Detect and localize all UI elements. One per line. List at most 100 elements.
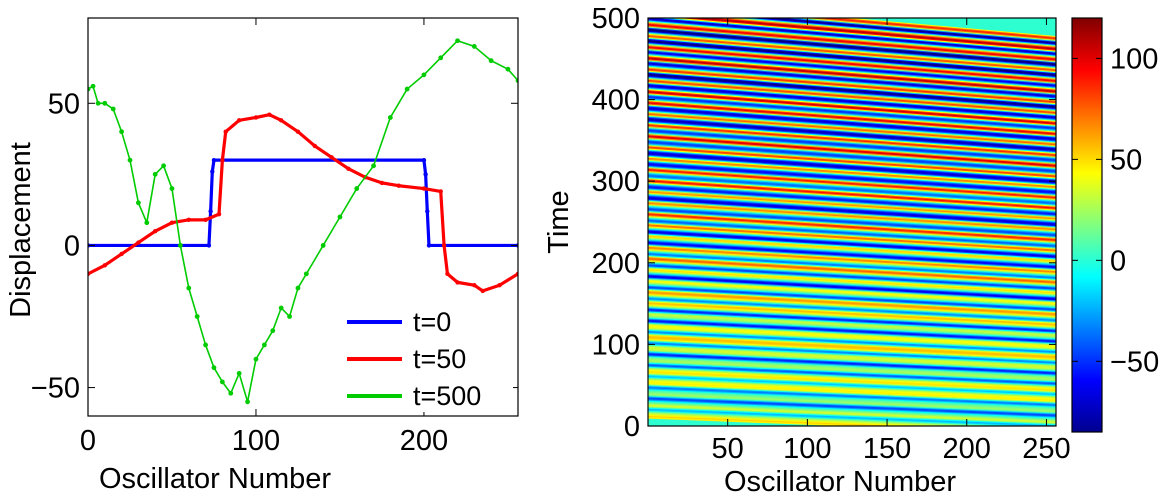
point-t50-2 — [119, 251, 124, 257]
point-t50-11 — [236, 118, 242, 123]
point-t500-30 — [354, 186, 360, 191]
legend: t=0 t=50 t=500 — [338, 300, 513, 412]
point-t500-20 — [245, 399, 250, 405]
point-t500-18 — [228, 390, 234, 396]
colorbar — [1071, 17, 1103, 433]
point-t500-26 — [295, 285, 301, 291]
x-axis-label-left: Oscillator Number — [99, 463, 331, 495]
point-t50-24 — [441, 243, 447, 248]
point-t500-13 — [186, 285, 192, 291]
x-tick-label: 100 — [232, 425, 280, 457]
point-t50-21 — [396, 183, 401, 188]
point-t50-12 — [253, 115, 259, 120]
x-tick-label: 200 — [400, 425, 448, 457]
heatmap-band — [648, 415, 903, 426]
point-t500-4 — [110, 106, 116, 112]
colorbar-tick-label: −50 — [1110, 346, 1159, 378]
point-t50-23 — [438, 189, 443, 194]
x-axis-label-right: Oscillator Number — [724, 466, 956, 497]
point-t500-28 — [320, 243, 326, 248]
point-t0-5 — [421, 157, 427, 163]
point-t500-34 — [421, 72, 427, 78]
point-t50-4 — [152, 229, 158, 234]
heatmap-band — [648, 409, 1052, 426]
legend-label-t50: t=50 — [413, 344, 466, 374]
heatmap-band — [648, 413, 953, 426]
point-t50-16 — [312, 143, 317, 149]
heatmap-band — [648, 411, 1003, 426]
colorbar-tick-label: 0 — [1110, 245, 1126, 277]
point-t500-35 — [438, 55, 444, 61]
point-t500-39 — [505, 66, 511, 72]
point-t50-17 — [329, 155, 334, 160]
y-tick-label: 100 — [592, 329, 640, 361]
point-t50-6 — [186, 217, 191, 223]
point-t500-19 — [236, 370, 242, 376]
y-axis-label-left: Displacement — [5, 142, 37, 318]
colorbar-tick-label: 100 — [1110, 43, 1158, 75]
point-t0-6 — [423, 172, 428, 177]
point-t500-5 — [119, 129, 124, 135]
point-t500-7 — [135, 200, 141, 206]
point-t0-3 — [210, 169, 215, 174]
point-t50-14 — [278, 118, 284, 123]
y-tick-label: 500 — [592, 3, 640, 35]
point-t500-36 — [455, 38, 460, 44]
point-t50-9 — [220, 157, 225, 163]
point-t500-3 — [102, 100, 108, 106]
axes-frame-left — [87, 17, 519, 417]
legend-box — [338, 300, 513, 412]
point-t500-10 — [161, 163, 166, 169]
point-t50-3 — [136, 240, 141, 245]
point-t50-25 — [445, 271, 450, 277]
point-t500-17 — [219, 379, 225, 385]
point-t500-24 — [278, 305, 284, 311]
series-line-t0 — [88, 158, 518, 248]
y-axis-label-right: Time — [543, 190, 575, 253]
heatmap-band — [648, 412, 978, 426]
point-t50-29 — [497, 283, 502, 288]
point-t500-14 — [194, 314, 200, 319]
y-tick-label: 0 — [64, 230, 80, 262]
point-t50-27 — [472, 283, 477, 288]
point-t50-5 — [169, 220, 175, 225]
ticks-right: 50 100 150 200 250 0 100 200 300 400 500 — [592, 3, 1071, 465]
point-t500-15 — [203, 342, 208, 348]
y-tick-label: 200 — [592, 248, 640, 280]
colorbar-tick-label: 50 — [1110, 144, 1142, 176]
y-tick-label: 400 — [592, 85, 640, 117]
x-tick-label: 100 — [783, 433, 831, 465]
point-t50-13 — [267, 112, 272, 117]
x-tick-label: 150 — [863, 433, 911, 465]
heatmap-band — [648, 408, 1056, 426]
point-t50-8 — [216, 211, 222, 217]
point-t0-2 — [208, 209, 213, 214]
point-t500-16 — [211, 365, 217, 371]
heatmap-band — [648, 416, 878, 426]
point-t50-22 — [421, 186, 427, 191]
heatmap-bands — [648, 18, 1056, 426]
point-t50-10 — [223, 129, 228, 134]
point-t50-15 — [295, 129, 301, 134]
point-t500-11 — [169, 186, 175, 191]
y-tick-label: 0 — [624, 411, 640, 443]
point-t0-7 — [425, 209, 430, 214]
y-tick-label: 50 — [48, 88, 80, 120]
point-t500-6 — [127, 157, 133, 163]
point-t0-1 — [206, 243, 212, 248]
point-t500-2 — [95, 100, 101, 106]
point-t500-27 — [303, 271, 309, 277]
heatmap-band — [648, 410, 1027, 426]
point-t500-31 — [371, 163, 376, 169]
y-tick-label: 300 — [592, 166, 640, 198]
point-t500-38 — [488, 58, 494, 64]
x-tick-label: 200 — [943, 433, 991, 465]
legend-label-t0: t=0 — [413, 307, 451, 337]
point-t50-1 — [102, 263, 108, 268]
point-t500-22 — [261, 342, 267, 348]
point-t500-37 — [471, 44, 477, 49]
